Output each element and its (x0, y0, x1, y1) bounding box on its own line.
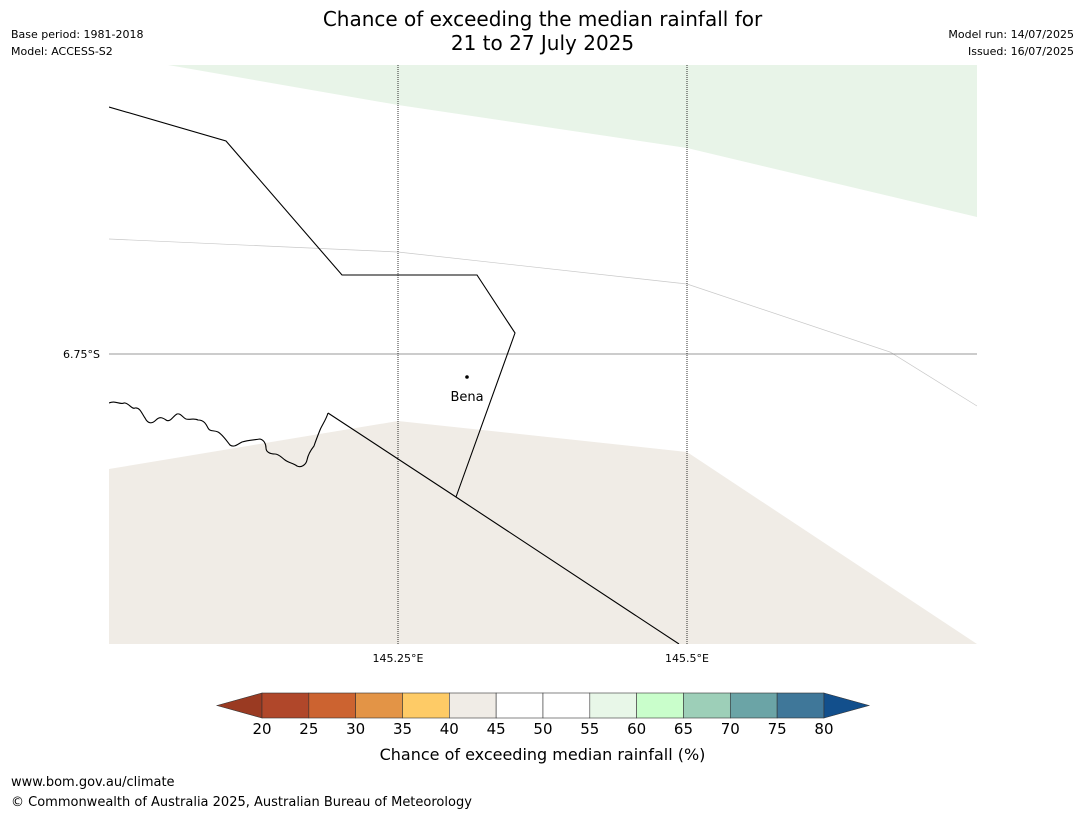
faint-contour-line (109, 238, 977, 407)
meta-left: Base period: 1981-2018 Model: ACCESS-S2 (11, 26, 143, 60)
province-boundary-south (327, 412, 680, 644)
colorbar-segment (729, 692, 778, 719)
colorbar-tick-label: 80 (814, 720, 833, 738)
colorbar-segment (308, 692, 356, 719)
colorbar-segment (542, 692, 591, 719)
colorbar-under-arrow (215, 692, 263, 719)
colorbar-segments (215, 692, 871, 719)
colorbar-segment (589, 692, 637, 719)
north-probability-band (168, 65, 977, 217)
colorbar-tick-label: 65 (674, 720, 693, 738)
rainfall-map: Bena 6.75°S 145.25°E 145.5°E (63, 65, 977, 665)
colorbar-over-arrow (823, 692, 871, 719)
bena-point-icon (465, 375, 469, 379)
colorbar-segment (636, 692, 684, 719)
colorbar-tick-label: 50 (533, 720, 552, 738)
title-line-1: Chance of exceeding the median rainfall … (322, 7, 763, 31)
lat-label-6-75s: 6.75°S (63, 348, 100, 361)
title-line-2: 21 to 27 July 2025 (450, 31, 635, 55)
river-line (109, 401, 329, 468)
colorbar-tick-label: 35 (393, 720, 412, 738)
issued-date: Issued: 16/07/2025 (967, 45, 1074, 58)
colorbar-tick-label: 25 (299, 720, 318, 738)
colorbar-segment (261, 692, 310, 719)
colorbar-tick-label: 75 (768, 720, 787, 738)
colorbar-tick-label: 60 (627, 720, 646, 738)
south-probability-band (109, 421, 977, 644)
colorbar-segment (355, 692, 403, 719)
colorbar-segment (402, 692, 450, 719)
colorbar-tick-label: 70 (721, 720, 740, 738)
colorbar-ticks: 20 25 30 35 40 45 50 55 60 65 70 75 80 (252, 720, 833, 738)
place-marker: Bena (450, 375, 484, 405)
province-boundary (109, 106, 516, 498)
place-label-bena: Bena (450, 390, 483, 405)
colorbar-tick-label: 55 (580, 720, 599, 738)
base-period: Base period: 1981-2018 (11, 28, 144, 41)
colorbar-segment (495, 692, 544, 719)
colorbar-tick-label: 20 (252, 720, 271, 738)
meta-right: Model run: 14/07/2025 Issued: 16/07/2025 (948, 26, 1074, 60)
colorbar-title: Chance of exceeding median rainfall (%) (379, 745, 706, 764)
footer-copyright: © Commonwealth of Australia 2025, Austra… (11, 795, 472, 810)
map-title: Chance of exceeding the median rainfall … (0, 7, 1085, 55)
model-name: Model: ACCESS-S2 (11, 45, 113, 58)
colorbar-segment (449, 692, 497, 719)
colorbar-tick-label: 30 (346, 720, 365, 738)
footer-url: www.bom.gov.au/climate (11, 775, 175, 790)
lon-label-145-25e: 145.25°E (373, 652, 424, 665)
model-run: Model run: 14/07/2025 (948, 28, 1074, 41)
lon-label-145-5e: 145.5°E (665, 652, 709, 665)
colorbar: 20 25 30 35 40 45 50 55 60 65 70 75 80 (215, 692, 871, 738)
colorbar-segment (776, 692, 825, 719)
colorbar-tick-label: 45 (487, 720, 506, 738)
colorbar-tick-label: 40 (440, 720, 459, 738)
colorbar-segment (683, 692, 731, 719)
